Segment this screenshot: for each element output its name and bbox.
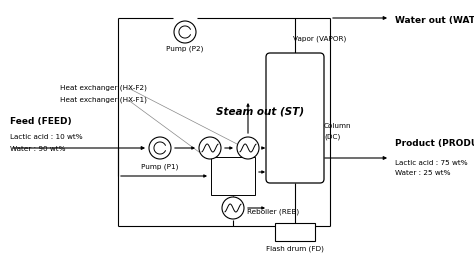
Text: Feed (FEED): Feed (FEED)	[10, 117, 72, 126]
Text: Lactic acid : 10 wt%: Lactic acid : 10 wt%	[10, 134, 82, 140]
Text: Steam out (ST): Steam out (ST)	[216, 106, 304, 116]
Bar	[275, 223, 315, 241]
Text: Water : 25 wt%: Water : 25 wt%	[395, 170, 450, 176]
Circle shape	[222, 197, 244, 219]
Text: Pump (P1): Pump (P1)	[141, 163, 179, 170]
Text: (DC): (DC)	[324, 134, 340, 140]
Text: (MP-IN): (MP-IN)	[220, 180, 246, 186]
Circle shape	[237, 137, 259, 159]
Text: Product (PRODUCT): Product (PRODUCT)	[395, 139, 474, 148]
Text: Water out (WATER): Water out (WATER)	[395, 15, 474, 24]
Text: Steam: Steam	[221, 169, 245, 175]
Text: Flash drum (FD): Flash drum (FD)	[266, 245, 324, 252]
Text: Column: Column	[324, 123, 352, 129]
FancyBboxPatch shape	[266, 53, 324, 183]
Text: Pump (P2): Pump (P2)	[166, 46, 204, 52]
Text: Heat exchanger (HX-F1): Heat exchanger (HX-F1)	[60, 97, 147, 103]
Circle shape	[199, 137, 221, 159]
Circle shape	[149, 137, 171, 159]
Text: Heat exchanger (HX-F2): Heat exchanger (HX-F2)	[60, 85, 147, 91]
Text: Reboiler (REB): Reboiler (REB)	[247, 209, 299, 215]
Text: Vapor (VAPOR): Vapor (VAPOR)	[293, 36, 346, 42]
Text: Water : 90 wt%: Water : 90 wt%	[10, 146, 65, 152]
Bar	[211, 157, 255, 195]
Circle shape	[174, 21, 196, 43]
Text: Lactic acid : 75 wt%: Lactic acid : 75 wt%	[395, 160, 468, 166]
